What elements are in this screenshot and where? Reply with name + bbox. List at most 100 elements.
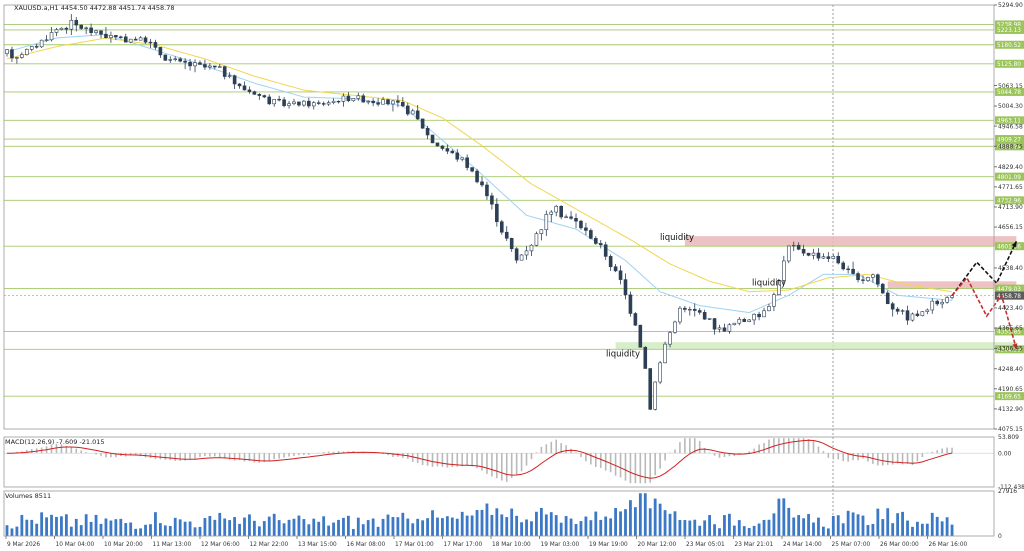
price-level-badge xyxy=(995,87,1024,96)
price-tick-label: 4075.15 xyxy=(998,426,1023,433)
candle-body xyxy=(287,103,291,106)
candle-body xyxy=(391,100,395,105)
candle-body xyxy=(846,268,850,271)
price-tick-label: 5063.15 xyxy=(998,83,1023,90)
candle-body xyxy=(544,214,549,231)
volume-bar xyxy=(60,516,63,536)
volume-bar xyxy=(99,523,103,536)
price-level-badge xyxy=(995,345,1024,354)
volume-bar xyxy=(213,519,217,536)
candle-body xyxy=(796,244,801,250)
candle-body xyxy=(727,324,732,332)
price-tick-label: 4538.40 xyxy=(998,265,1023,272)
candle-body xyxy=(173,58,178,60)
volume-bar xyxy=(688,520,692,536)
candle-body xyxy=(128,38,133,43)
candle-body xyxy=(257,94,262,96)
volume-bar xyxy=(203,518,207,536)
volume-bar xyxy=(802,518,806,536)
candle-body xyxy=(10,49,14,59)
volume-bar xyxy=(757,523,761,536)
volume-bar xyxy=(267,516,271,536)
volume-bar xyxy=(158,523,162,536)
candle-body xyxy=(915,313,920,316)
candle-body xyxy=(712,318,717,330)
volume-bar xyxy=(822,526,825,536)
volume-bar xyxy=(5,525,9,536)
candle-body xyxy=(910,313,915,321)
volume-bar xyxy=(277,520,281,536)
candle-body xyxy=(188,61,192,67)
volume-bar xyxy=(609,518,613,536)
price-level-label: 4909.27 xyxy=(997,137,1021,143)
candle-body xyxy=(292,101,296,105)
volume-bar xyxy=(208,515,212,536)
price-panel-frame xyxy=(3,4,995,430)
volume-bar xyxy=(520,522,523,536)
time-tick-label: 9 Mar 2026 xyxy=(7,542,40,548)
candle-body xyxy=(767,306,771,312)
volume-bar xyxy=(272,513,276,536)
candle-body xyxy=(697,310,702,313)
price-level-label: 4888.24 xyxy=(997,145,1021,151)
forecast-up-arrow xyxy=(951,240,1018,297)
candle-body xyxy=(247,89,252,92)
volume-bar xyxy=(940,521,944,536)
candle-body xyxy=(564,216,568,218)
volume-bar xyxy=(574,524,578,536)
volume-bar xyxy=(727,513,731,536)
price-tick-label: 4829.40 xyxy=(998,164,1023,171)
candle-body xyxy=(509,237,514,250)
candle-body xyxy=(208,65,212,68)
time-tick-label: 19 Mar 19:00 xyxy=(589,542,628,548)
candle-body xyxy=(579,220,583,229)
volume-bar xyxy=(302,519,306,536)
candle-body xyxy=(198,62,202,65)
candle-body xyxy=(430,134,435,144)
volume-bar xyxy=(782,498,786,536)
volume-bar xyxy=(920,523,924,536)
volume-bar xyxy=(337,519,340,536)
forecast-up-arrow-head xyxy=(1011,241,1017,248)
volume-bar xyxy=(525,519,528,536)
candle-body xyxy=(732,322,737,326)
volume-bar xyxy=(633,507,637,536)
candle-body xyxy=(89,27,93,33)
candle-body xyxy=(930,300,935,311)
price-tick-label: 4656.15 xyxy=(998,224,1023,231)
candle-body xyxy=(900,310,905,312)
candle-body xyxy=(890,303,895,310)
volume-bar xyxy=(109,520,113,536)
candle-body xyxy=(277,98,281,101)
candle-body xyxy=(450,150,455,154)
volume-bar xyxy=(797,515,801,536)
candle-body xyxy=(15,57,19,59)
volume-bar xyxy=(579,521,583,536)
price-level-badge xyxy=(995,327,1024,336)
volume-bar xyxy=(139,528,142,536)
volume-bar xyxy=(911,526,914,536)
volume-bar xyxy=(787,507,791,536)
volume-bar xyxy=(950,524,954,536)
moving-average-line xyxy=(6,37,953,293)
volume-bar xyxy=(163,525,167,536)
volume-bar xyxy=(851,512,855,536)
candle-body xyxy=(420,118,425,129)
volume-bar xyxy=(604,516,608,536)
candle-body xyxy=(628,294,633,314)
candle-body xyxy=(203,64,207,68)
liquidity-label: liquidity xyxy=(752,278,786,288)
volume-bar xyxy=(658,503,662,536)
volume-bar xyxy=(94,514,98,536)
volume-bar xyxy=(678,520,682,536)
candle-body xyxy=(490,195,494,205)
candle-body xyxy=(410,110,415,115)
liquidity-label: liquidity xyxy=(606,349,640,359)
candle-body xyxy=(376,102,380,105)
candle-body xyxy=(480,181,484,186)
volume-bar xyxy=(772,513,776,536)
candle-body xyxy=(856,273,860,281)
candle-body xyxy=(717,327,722,330)
candle-body xyxy=(836,255,841,264)
